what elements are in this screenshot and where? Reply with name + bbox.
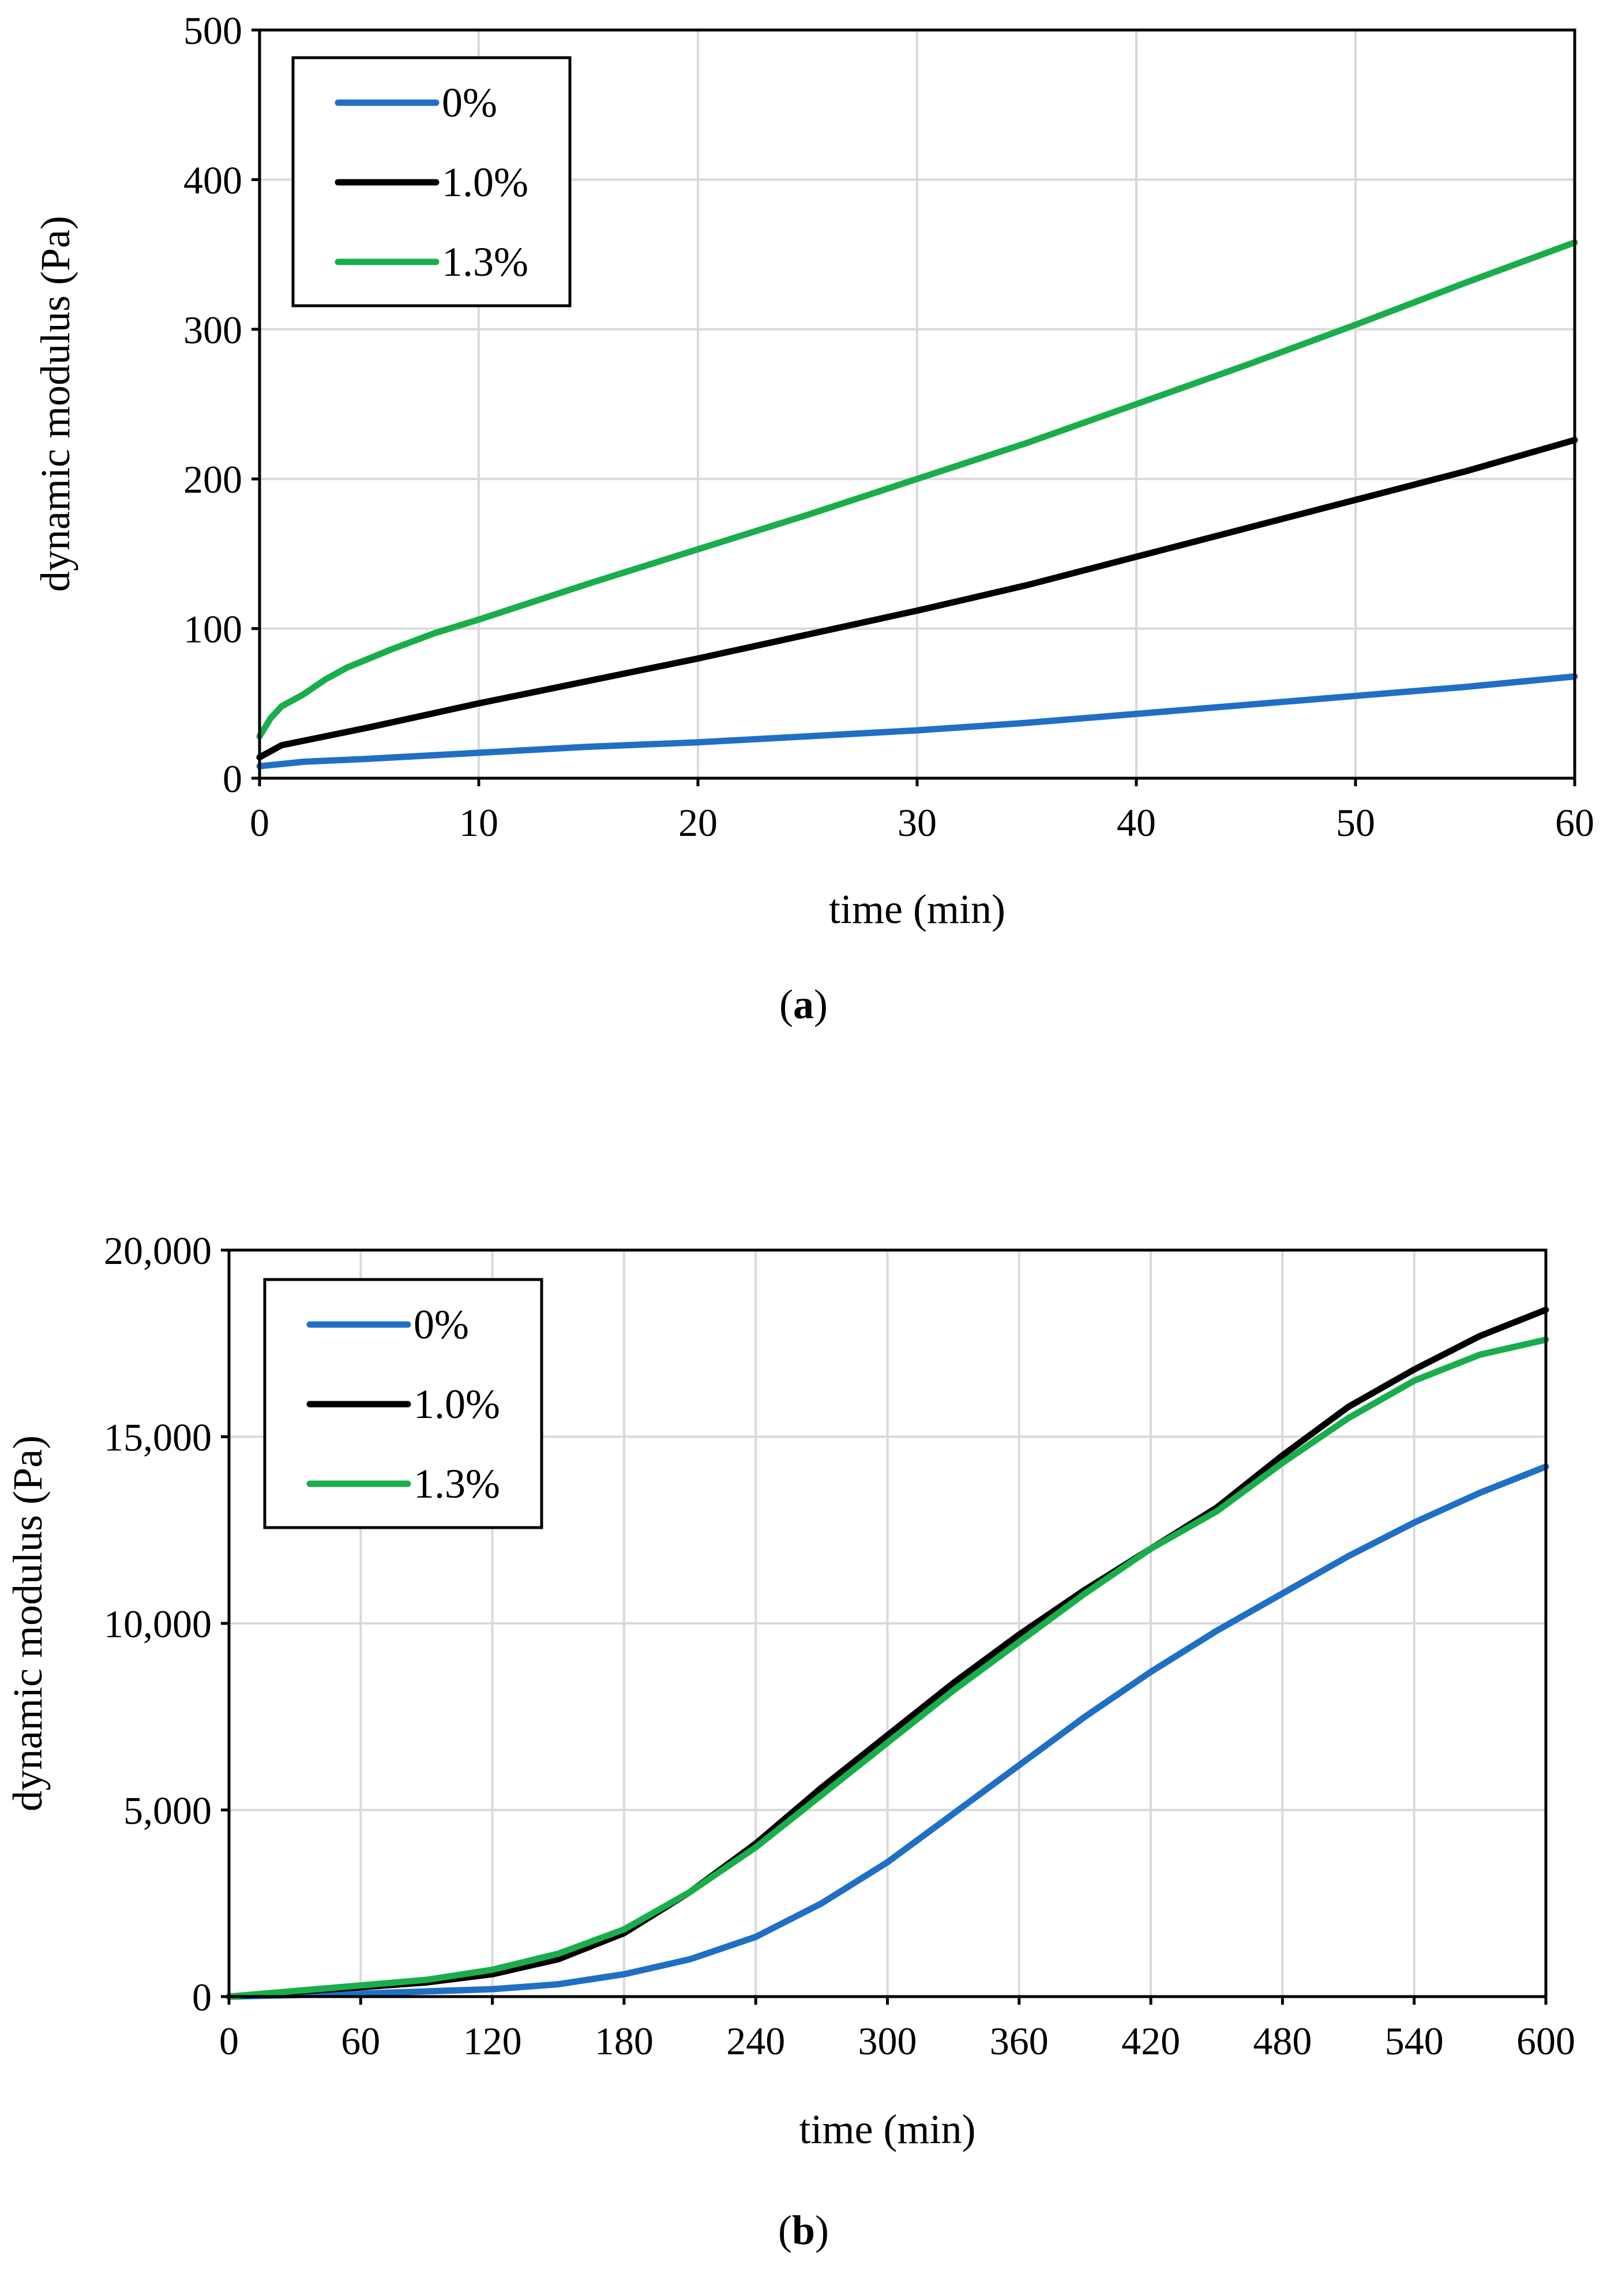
x-tick-label: 540: [1385, 2019, 1444, 2063]
y-axis-title: dynamic modulus (Pa): [5, 1435, 51, 1811]
y-tick-label: 300: [183, 308, 242, 352]
x-tick-label: 60: [1555, 801, 1594, 845]
series-line-1.3%: [256, 239, 1578, 740]
x-tick-label: 120: [463, 2019, 522, 2063]
panel-label: (a): [779, 981, 828, 1027]
x-tick-label: 0: [250, 801, 269, 845]
legend: 0% 1.0% 1.3%: [291, 56, 572, 307]
x-axis-title: time (min): [829, 886, 1005, 932]
x-tick-label: 600: [1516, 2019, 1575, 2063]
x-tick-label: 480: [1253, 2019, 1312, 2063]
x-tick-label: 180: [595, 2019, 654, 2063]
panel-letter: a: [793, 981, 814, 1027]
y-tick-label: 400: [183, 158, 242, 202]
y-tick-label: 200: [183, 457, 242, 501]
panel-letter: b: [792, 2207, 815, 2253]
x-tick-label: 30: [898, 801, 937, 845]
x-tick-label: 240: [726, 2019, 785, 2063]
legend-label: 1.0%: [414, 1381, 500, 1427]
legend-label: 1.0%: [442, 159, 528, 205]
y-axis-title: dynamic modulus (Pa): [32, 216, 78, 592]
series-line-0%: [256, 673, 1578, 770]
y-tick-label: 15,000: [104, 1416, 212, 1460]
series-line-0%: [226, 1463, 1549, 2000]
x-tick-label: 300: [858, 2019, 917, 2063]
y-tick-label: 0: [192, 1975, 212, 2019]
x-tick-label: 420: [1121, 2019, 1180, 2063]
legend-label: 1.3%: [414, 1461, 500, 1507]
series-line-1.0%: [256, 437, 1578, 761]
x-tick-label: 0: [219, 2019, 239, 2063]
legend-label: 0%: [442, 80, 497, 126]
y-tick-label: 5,000: [123, 1789, 212, 1833]
y-tick-label: 10,000: [104, 1602, 212, 1646]
x-tick-label: 10: [459, 801, 498, 845]
panel-label: (b): [778, 2207, 829, 2253]
x-tick-label: 60: [341, 2019, 380, 2063]
chart-panel-a: 0 10 20 30 40 50 60 0 100 200 300 400 500 time (min) d…: [32, 9, 1594, 1027]
y-tick-label: 500: [183, 9, 242, 52]
series-line-1.3%: [226, 1336, 1549, 2000]
y-tick-label: 0: [223, 757, 242, 801]
x-tick-label: 40: [1117, 801, 1156, 845]
x-axis-title: time (min): [799, 2106, 976, 2152]
legend-label: 1.3%: [442, 239, 528, 285]
legend-label: 0%: [414, 1301, 469, 1348]
x-tick-label: 50: [1336, 801, 1375, 845]
x-tick-label: 360: [990, 2019, 1049, 2063]
y-tick-label: 20,000: [104, 1229, 212, 1273]
y-tick-label: 100: [183, 607, 242, 651]
series-line-1.0%: [226, 1307, 1549, 2000]
x-tick-label: 20: [678, 801, 718, 845]
legend: 0% 1.0% 1.3%: [263, 1278, 543, 1529]
chart-panel-b: 0 60 120 180 240 300 360 420 480 540 600 0 5,000 10,0…: [5, 1229, 1575, 2253]
